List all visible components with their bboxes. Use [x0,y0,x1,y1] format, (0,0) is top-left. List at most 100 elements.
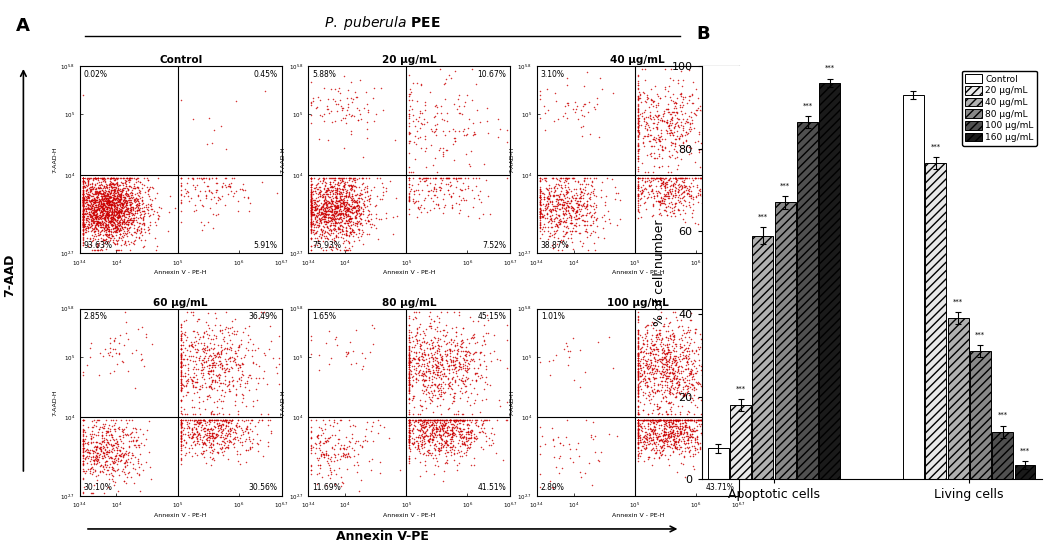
Point [112,234,129,243]
Point [81,234,98,243]
Point [316,203,333,212]
Point [436,370,453,379]
Point [453,388,470,397]
Point [668,312,685,321]
Point [317,218,334,227]
Point [320,198,337,207]
Point [185,365,202,374]
Point [358,196,375,204]
Point [196,452,213,461]
Point [109,182,126,191]
Point [324,197,341,206]
Point [476,339,493,348]
Point [139,206,156,215]
Point [237,445,254,454]
Y-axis label: 7-AAD-H: 7-AAD-H [281,147,286,173]
Point [352,213,369,222]
Point [218,431,235,440]
Point [453,347,470,355]
Point [126,190,144,198]
Point [438,145,455,154]
Point [324,178,341,187]
Point [348,210,365,219]
Point [337,192,354,201]
Point [401,195,418,204]
Point [401,437,418,446]
Point [342,220,359,229]
Point [133,356,150,365]
Point [87,193,104,202]
Point [197,427,214,436]
Point [119,226,136,235]
Point [458,382,475,391]
Point [536,213,553,222]
Point [112,187,129,196]
Point [641,439,658,447]
Point [669,352,686,361]
Point [696,354,713,363]
Point [414,419,431,428]
Point [335,449,352,458]
Point [96,182,113,191]
Point [459,396,476,405]
Point [172,341,189,349]
Point [85,211,102,220]
Point [108,446,125,455]
Point [416,416,433,425]
Point [132,207,149,216]
Point [220,366,237,375]
Point [684,379,701,388]
Point [126,207,144,215]
Point [418,376,435,385]
Point [209,422,226,431]
Point [172,422,189,431]
Point [448,174,465,182]
Point [123,210,140,219]
Point [334,230,351,239]
Point [653,193,670,202]
Point [629,371,646,380]
Point [420,374,437,382]
Point [662,429,679,437]
Point [77,220,94,229]
Point [339,86,356,95]
Point [674,416,691,425]
Point [74,190,91,198]
Point [544,355,561,364]
Point [109,225,126,234]
Point [100,428,117,436]
Point [434,176,451,185]
Point [83,192,100,201]
Point [415,433,432,441]
Point [92,244,109,253]
Point [532,200,549,209]
Point [657,429,674,438]
Point [172,450,189,459]
Point [331,425,348,434]
Point [113,240,130,249]
Point [251,374,268,383]
Point [74,233,91,242]
Point [652,357,669,366]
Point [405,424,422,433]
Point [74,451,91,460]
Point [78,224,95,233]
Point [668,416,685,425]
Point [648,401,665,410]
Point [172,424,189,433]
Point [303,206,320,214]
Point [408,324,425,333]
Point [141,210,158,219]
Point [435,337,452,345]
Point [661,187,678,196]
Point [643,148,660,157]
Point [74,195,91,204]
Point [139,175,156,184]
Point [655,441,672,450]
Point [532,186,549,195]
Point [304,220,321,229]
Point [659,340,676,349]
Point [480,441,497,450]
Point [437,442,454,451]
Point [668,183,685,192]
